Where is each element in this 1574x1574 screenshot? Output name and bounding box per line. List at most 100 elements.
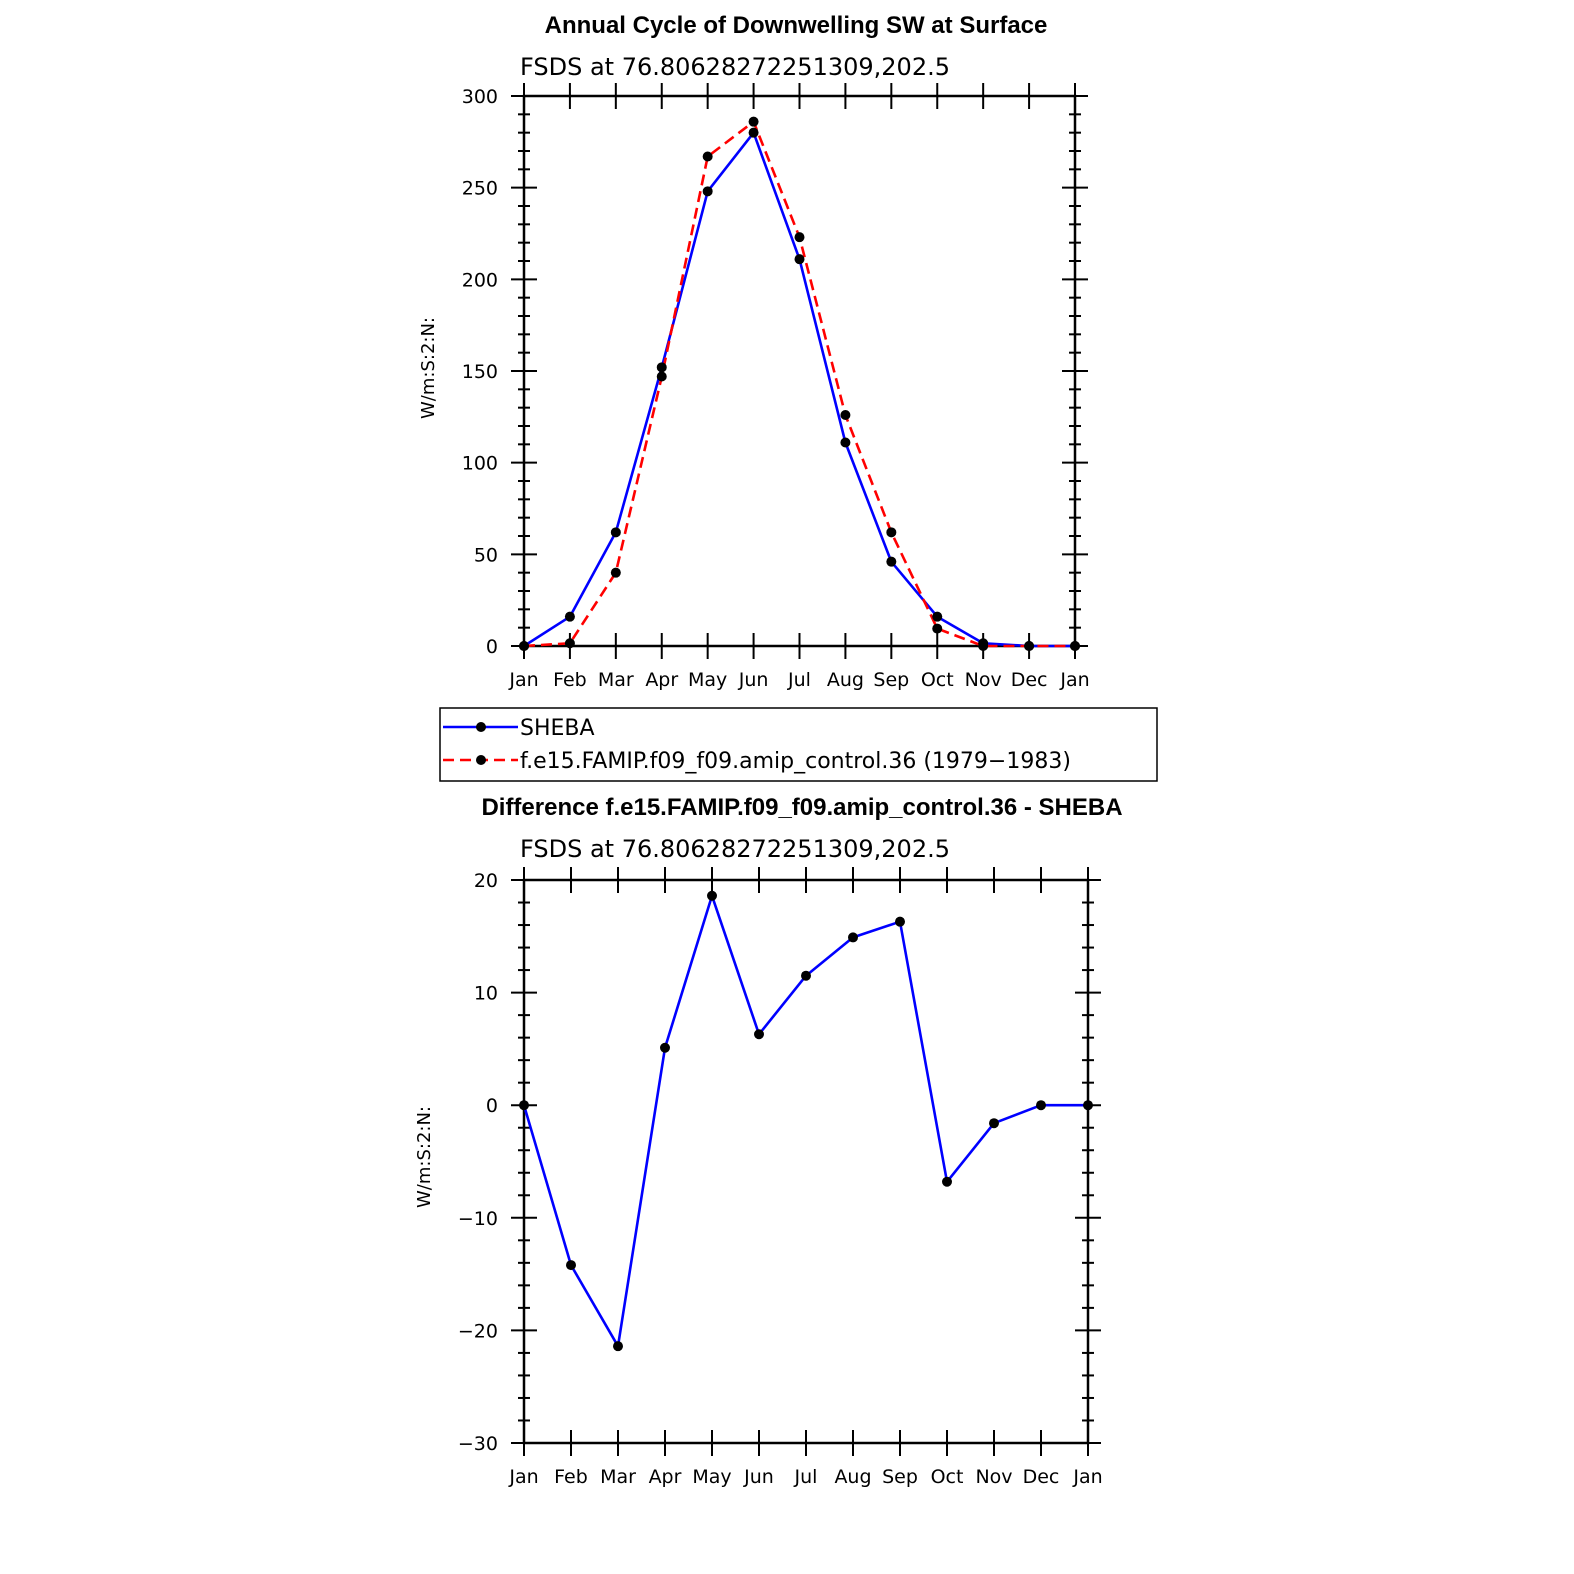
x-tick-label: Jan — [1059, 669, 1089, 691]
x-tick-label: Jan — [508, 1466, 538, 1488]
legend-entry-model: f.e15.FAMIP.f09_f09.amip_control.36 (197… — [443, 749, 1071, 774]
x-tick-label: Mar — [600, 1466, 636, 1488]
series-0-point — [660, 1042, 670, 1053]
y-tick-label: 0 — [486, 636, 498, 658]
series-0-point — [801, 970, 811, 981]
y-tick-label: 20 — [474, 870, 498, 892]
series-0-point — [519, 1100, 529, 1111]
series-0-point — [564, 611, 575, 622]
y-tick-label: 300 — [462, 86, 498, 108]
series-1-point — [610, 567, 621, 578]
y-tick-label: 200 — [462, 269, 498, 291]
series-1-point — [794, 232, 805, 243]
x-tick-label: Oct — [931, 1466, 964, 1488]
series-0-point — [566, 1260, 576, 1271]
x-tick-label: Feb — [554, 1466, 588, 1488]
series-0-point — [748, 127, 759, 138]
x-tick-label: Feb — [553, 669, 587, 691]
series-0-point — [895, 916, 905, 927]
series-0-point — [942, 1176, 952, 1187]
legend-marker-model — [476, 755, 486, 765]
x-tick-label: Sep — [882, 1466, 918, 1488]
series-1-point — [840, 410, 851, 420]
series-0-point — [707, 890, 717, 901]
chart-subtitle: FSDS at 76.80628272251309,202.5 — [520, 53, 950, 81]
y-tick-label: 250 — [462, 178, 498, 200]
series-1-point — [519, 641, 529, 651]
y-tick-label: 10 — [474, 983, 498, 1005]
x-tick-label: Dec — [1011, 669, 1048, 691]
axes: Jan Feb Mar Apr May Jun Jul Aug Sep Oct Nov Dec Jan 0… — [462, 83, 1090, 691]
legend-label-sheba: SHEBA — [520, 716, 595, 741]
x-tick-label: Jun — [738, 669, 769, 691]
y-tick-label: 150 — [462, 361, 498, 383]
series-0-point — [610, 527, 621, 538]
x-tick-label: Jan — [508, 669, 538, 691]
series-line-0 — [523, 131, 1075, 648]
chart-title: Annual Cycle of Downwelling SW at Surfac… — [545, 12, 1048, 39]
chart-title: Difference f.e15.FAMIP.f09_f09.amip_cont… — [481, 794, 1122, 821]
series-1-point — [1070, 641, 1080, 651]
series-line-0 — [522, 894, 1088, 1348]
plot-frame — [522, 94, 1077, 648]
x-tick-label: Oct — [921, 669, 954, 691]
legend-entry-sheba: SHEBA — [443, 716, 595, 741]
y-tick-label: −30 — [458, 1433, 498, 1455]
series-0-point — [754, 1029, 764, 1040]
x-tick-label: Nov — [975, 1466, 1012, 1488]
legend-marker-sheba — [476, 722, 486, 732]
y-axis-label: W/m:S:2:N: — [418, 317, 439, 419]
x-tick-label: Mar — [598, 669, 634, 691]
series-1-point — [656, 371, 667, 382]
plot-frame — [522, 878, 1090, 1445]
series-0-point — [613, 1341, 623, 1352]
series-line-1 — [523, 120, 1075, 648]
x-tick-label: Apr — [645, 669, 678, 691]
series-1-point — [564, 638, 575, 649]
annual-cycle-panel: Annual Cycle of Downwelling SW at Surfac… — [418, 12, 1090, 691]
y-tick-label: 100 — [462, 453, 498, 475]
difference-panel: Difference f.e15.FAMIP.f09_f09.amip_cont… — [414, 794, 1123, 1488]
x-tick-label: May — [688, 669, 727, 691]
series-0-point — [840, 437, 851, 448]
chart-subtitle: FSDS at 76.80628272251309,202.5 — [520, 835, 950, 863]
y-axis-label: W/m:S:2:N: — [414, 1106, 435, 1208]
series-0-point — [794, 254, 805, 265]
x-tick-label: Nov — [965, 669, 1002, 691]
series-1-point — [702, 151, 713, 162]
x-tick-label: Aug — [827, 669, 864, 691]
series-1-point — [748, 116, 759, 127]
legend-box — [439, 707, 1158, 782]
x-tick-label: May — [692, 1466, 731, 1488]
series-0-point — [848, 932, 858, 943]
y-tick-label: 50 — [474, 544, 498, 566]
series-0-point — [1036, 1100, 1046, 1111]
series-0-point — [932, 611, 943, 622]
series-0-point — [989, 1118, 999, 1129]
y-tick-label: −20 — [458, 1320, 498, 1342]
series-layer — [519, 890, 1093, 1352]
x-tick-label: Dec — [1023, 1466, 1060, 1488]
series-1-point — [932, 623, 943, 634]
x-tick-label: Sep — [873, 669, 909, 691]
axes: Jan Feb Mar Apr May Jun Jul Aug Sep Oct Nov Dec Jan−… — [458, 867, 1103, 1488]
series-1-point — [1024, 641, 1035, 651]
series-0-point — [656, 362, 667, 373]
legend: SHEBA f.e15.FAMIP.f09_f09.amip_control.3… — [439, 707, 1158, 782]
legend-label-model: f.e15.FAMIP.f09_f09.amip_control.36 (197… — [520, 749, 1071, 774]
series-0-point — [886, 556, 897, 567]
x-tick-label: Jul — [794, 1466, 818, 1488]
series-1-point — [886, 527, 897, 538]
y-tick-label: 0 — [486, 1095, 498, 1117]
series-layer — [519, 116, 1080, 651]
y-tick-label: −10 — [458, 1208, 498, 1230]
x-tick-label: Aug — [834, 1466, 871, 1488]
series-1-point — [978, 641, 989, 651]
x-tick-label: Jul — [787, 669, 811, 691]
series-0-point — [702, 186, 713, 197]
x-tick-label: Apr — [649, 1466, 682, 1488]
x-tick-label: Jan — [1072, 1466, 1102, 1488]
x-tick-label: Jun — [743, 1466, 774, 1488]
series-0-point — [1083, 1100, 1093, 1111]
